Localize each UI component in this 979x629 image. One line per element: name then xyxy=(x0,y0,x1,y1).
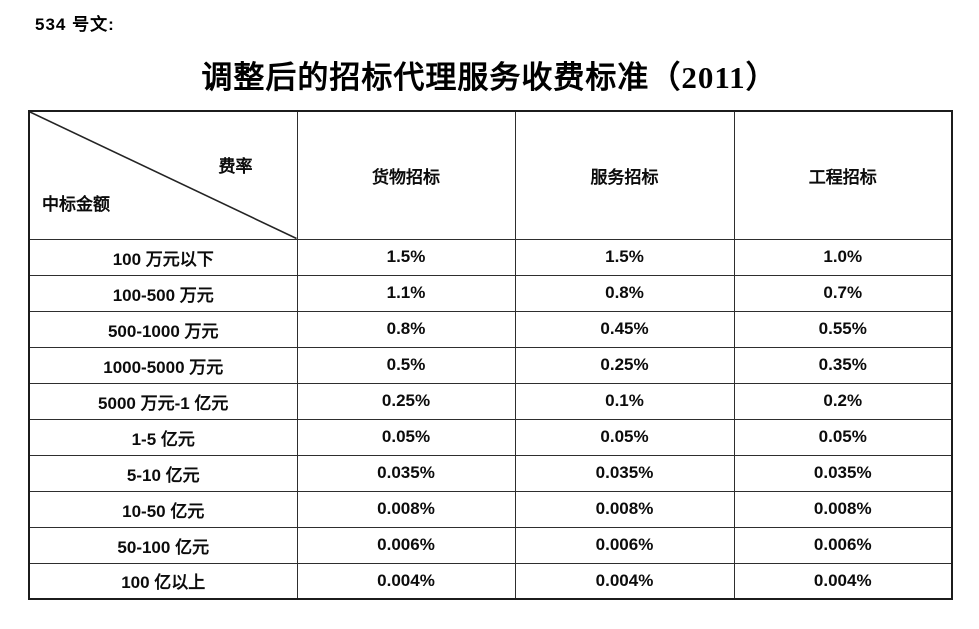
rate-cell: 1.1% xyxy=(296,274,516,312)
rate-cell: 0.05% xyxy=(296,418,516,456)
amount-range-cell: 1000-5000 万元 xyxy=(28,346,298,384)
rate-cell: 0.035% xyxy=(296,454,516,492)
corner-amount-label: 中标金额 xyxy=(42,194,110,214)
rate-cell: 0.25% xyxy=(296,382,516,420)
amount-range-cell: 50-100 亿元 xyxy=(28,526,298,564)
rate-cell: 0.8% xyxy=(514,274,735,312)
table-row: 100 万元以下 1.5% 1.5% 1.0% xyxy=(28,238,953,276)
rate-cell: 1.5% xyxy=(514,238,735,276)
column-header-service: 服务招标 xyxy=(514,110,735,240)
corner-rate-label: 费率 xyxy=(218,157,253,176)
rate-cell: 0.7% xyxy=(733,274,953,312)
amount-range-cell: 100-500 万元 xyxy=(28,274,298,312)
corner-header-cell: 费率 中标金额 xyxy=(28,110,298,240)
rate-cell: 0.035% xyxy=(514,454,735,492)
rate-cell: 0.035% xyxy=(733,454,953,492)
amount-range-cell: 5000 万元-1 亿元 xyxy=(28,382,298,420)
column-header-engineering: 工程招标 xyxy=(733,110,953,240)
rate-cell: 0.35% xyxy=(733,346,953,384)
amount-range-cell: 100 亿以上 xyxy=(28,562,298,600)
rate-cell: 0.008% xyxy=(733,490,953,528)
column-header-goods: 货物招标 xyxy=(296,110,516,240)
table-row: 1000-5000 万元 0.5% 0.25% 0.35% xyxy=(28,346,953,384)
rate-cell: 0.5% xyxy=(296,346,516,384)
amount-range-cell: 500-1000 万元 xyxy=(28,310,298,348)
rate-cell: 0.2% xyxy=(733,382,953,420)
table-header-row: 费率 中标金额 货物招标 服务招标 工程招标 xyxy=(28,110,953,240)
table-row: 100 亿以上 0.004% 0.004% 0.004% xyxy=(28,562,953,600)
diagonal-divider-line xyxy=(30,112,296,238)
rate-cell: 0.004% xyxy=(514,562,735,600)
table-row: 500-1000 万元 0.8% 0.45% 0.55% xyxy=(28,310,953,348)
rate-cell: 0.8% xyxy=(296,310,516,348)
rate-cell: 0.004% xyxy=(733,562,953,600)
table-row: 10-50 亿元 0.008% 0.008% 0.008% xyxy=(28,490,953,528)
rate-cell: 1.0% xyxy=(733,238,953,276)
fee-table-container: 费率 中标金额 货物招标 服务招标 工程招标 100 万元以下 1.5% 1.5… xyxy=(28,110,953,600)
table-row: 50-100 亿元 0.006% 0.006% 0.006% xyxy=(28,526,953,564)
table-row: 100-500 万元 1.1% 0.8% 0.7% xyxy=(28,274,953,312)
rate-cell: 0.05% xyxy=(733,418,953,456)
rate-cell: 0.004% xyxy=(296,562,516,600)
rate-cell: 0.006% xyxy=(733,526,953,564)
rate-cell: 0.008% xyxy=(296,490,516,528)
rate-cell: 0.006% xyxy=(514,526,735,564)
amount-range-cell: 100 万元以下 xyxy=(28,238,298,276)
rate-cell: 0.55% xyxy=(733,310,953,348)
page-title: 调整后的招标代理服务收费标准（2011） xyxy=(201,60,778,95)
amount-range-cell: 10-50 亿元 xyxy=(28,490,298,528)
rate-cell: 0.45% xyxy=(514,310,735,348)
table-row: 5-10 亿元 0.035% 0.035% 0.035% xyxy=(28,454,953,492)
rate-cell: 1.5% xyxy=(296,238,516,276)
amount-range-cell: 1-5 亿元 xyxy=(28,418,298,456)
table-row: 1-5 亿元 0.05% 0.05% 0.05% xyxy=(28,418,953,456)
rate-cell: 0.006% xyxy=(296,526,516,564)
rate-cell: 0.05% xyxy=(514,418,735,456)
table-row: 5000 万元-1 亿元 0.25% 0.1% 0.2% xyxy=(28,382,953,420)
rate-cell: 0.1% xyxy=(514,382,735,420)
doc-number: 534 号文: xyxy=(35,15,115,34)
amount-range-cell: 5-10 亿元 xyxy=(28,454,298,492)
rate-cell: 0.25% xyxy=(514,346,735,384)
rate-cell: 0.008% xyxy=(514,490,735,528)
fee-table: 费率 中标金额 货物招标 服务招标 工程招标 100 万元以下 1.5% 1.5… xyxy=(28,110,953,600)
